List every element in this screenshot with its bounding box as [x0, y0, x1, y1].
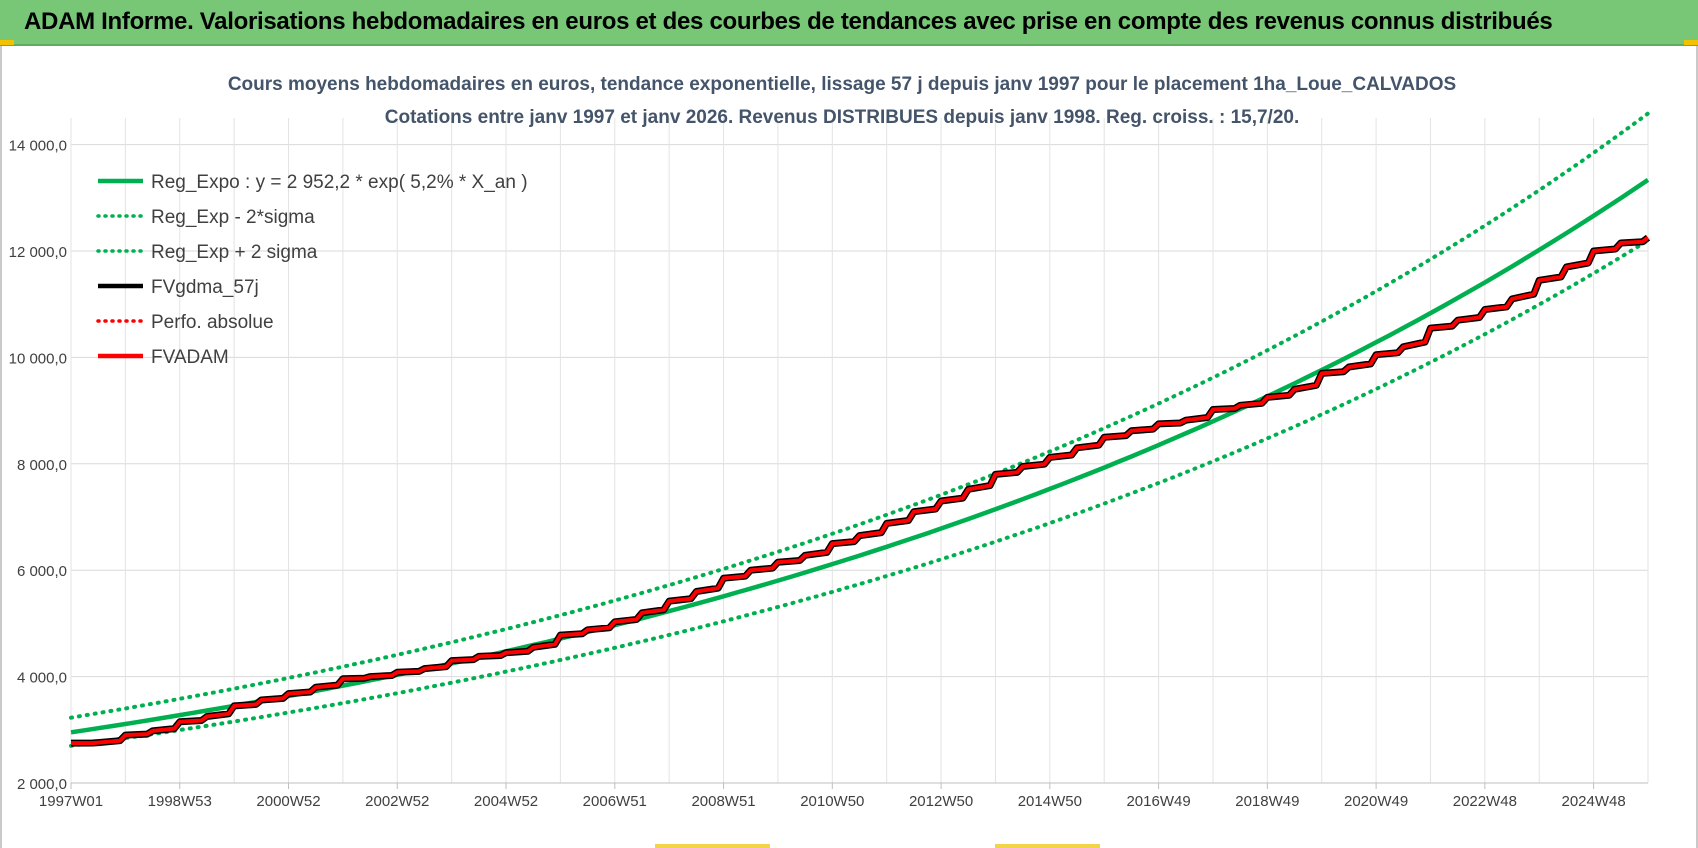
- y-tick-label: 4 000,0: [17, 670, 67, 687]
- x-tick-label: 2016W49: [1126, 793, 1190, 810]
- corner-marker-right: [1684, 40, 1698, 45]
- y-tick-label: 2 000,0: [17, 776, 67, 793]
- x-tick-label: 2004W52: [474, 793, 538, 810]
- line-chart: Cours moyens hebdomadaires en euros, ten…: [9, 74, 1651, 810]
- x-tick-label: 2012W50: [909, 793, 973, 810]
- bottom-marker-2: [995, 844, 1100, 848]
- y-tick-label: 6 000,0: [17, 563, 67, 580]
- x-tick-label: 2010W50: [800, 793, 864, 810]
- x-tick-label: 2002W52: [365, 793, 429, 810]
- x-tick-label: 2018W49: [1235, 793, 1299, 810]
- legend-label: Reg_Expo : y = 2 952,2 * exp( 5,2% * X_a…: [151, 172, 528, 193]
- frame-right: [1696, 46, 1698, 848]
- series-line-reg-exp-minus-2sigma: [69, 238, 1650, 748]
- y-axis-labels: 2 000,0 4 000,0 6 000,0 8 000,0 10 000,0 12 0…: [9, 138, 67, 793]
- y-tick-label: 14 000,0: [9, 138, 67, 155]
- bottom-marker-1: [655, 844, 770, 848]
- legend-label: Perfo. absolue: [151, 312, 274, 333]
- y-tick-label: 12 000,0: [9, 244, 67, 261]
- x-tick-label: 2000W52: [256, 793, 320, 810]
- series: [69, 111, 1651, 748]
- x-tick-label: 1998W53: [148, 793, 212, 810]
- legend-label: Reg_Exp - 2*sigma: [151, 207, 315, 228]
- legend-label: FVgdma_57j: [151, 277, 259, 298]
- x-tick-label: 2022W48: [1453, 793, 1517, 810]
- x-tick-label: 2020W49: [1344, 793, 1408, 810]
- report-banner: ADAM Informe. Valorisations hebdomadaire…: [0, 0, 1698, 46]
- y-tick-label: 10 000,0: [9, 350, 67, 367]
- legend-label: FVADAM: [151, 347, 229, 368]
- chart-subtitle: Cotations entre janv 1997 et janv 2026. …: [385, 107, 1300, 128]
- frame-left: [0, 46, 2, 848]
- x-tick-label: 1997W01: [39, 793, 103, 810]
- legend-label: Reg_Exp + 2 sigma: [151, 242, 318, 263]
- x-axis-labels: 1997W01 1998W53 2000W52 2002W52 2004W52 2006W…: [39, 793, 1626, 810]
- x-tick-label: 2024W48: [1562, 793, 1626, 810]
- x-tick-label: 2014W50: [1018, 793, 1082, 810]
- chart-title: Cours moyens hebdomadaires en euros, ten…: [228, 74, 1456, 95]
- corner-marker-left: [0, 40, 14, 45]
- series-line-fvadam: [70, 236, 1650, 746]
- report-title: ADAM Informe. Valorisations hebdomadaire…: [24, 8, 1553, 35]
- series-line-reg-exp-plus-2sigma: [69, 111, 1650, 720]
- series-line-fvgdma: [70, 234, 1651, 747]
- x-tick-label: 2008W51: [691, 793, 755, 810]
- x-tick-label: 2006W51: [583, 793, 647, 810]
- legend: Reg_Expo : y = 2 952,2 * exp( 5,2% * X_a…: [96, 172, 528, 368]
- grid: [70, 118, 1649, 789]
- y-tick-label: 8 000,0: [17, 457, 67, 474]
